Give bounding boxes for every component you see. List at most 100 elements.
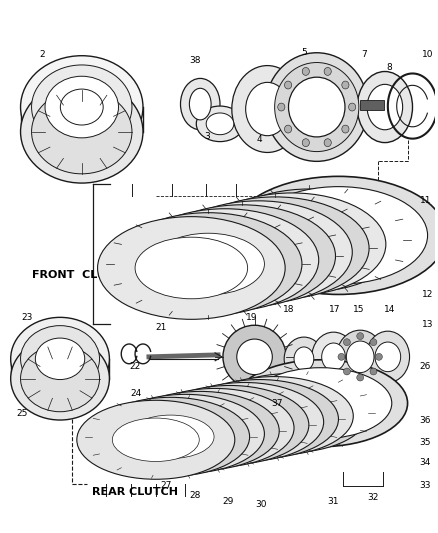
Ellipse shape	[187, 403, 273, 447]
Ellipse shape	[21, 80, 143, 183]
Text: 7: 7	[361, 50, 367, 59]
Text: FRONT  CLUTCH: FRONT CLUTCH	[32, 270, 131, 280]
Text: 21: 21	[155, 322, 166, 332]
Ellipse shape	[121, 391, 279, 471]
Ellipse shape	[198, 193, 386, 296]
Ellipse shape	[259, 376, 283, 391]
Text: 2: 2	[39, 50, 45, 59]
Text: REAR CLUTCH: REAR CLUTCH	[92, 487, 178, 497]
Ellipse shape	[151, 385, 309, 464]
Ellipse shape	[302, 139, 309, 147]
Ellipse shape	[189, 88, 211, 120]
Ellipse shape	[21, 326, 99, 392]
Ellipse shape	[232, 66, 303, 152]
Text: 17: 17	[329, 305, 340, 314]
Text: 3: 3	[204, 132, 210, 141]
Ellipse shape	[265, 379, 277, 387]
Text: 5: 5	[301, 49, 307, 57]
Ellipse shape	[246, 83, 289, 136]
Ellipse shape	[106, 394, 265, 473]
Ellipse shape	[169, 229, 281, 291]
Text: 4: 4	[257, 135, 262, 144]
Ellipse shape	[21, 345, 99, 411]
Ellipse shape	[215, 189, 403, 292]
Text: 10: 10	[421, 50, 433, 59]
Ellipse shape	[45, 76, 119, 138]
Text: 38: 38	[190, 56, 201, 65]
Text: 23: 23	[22, 313, 33, 322]
Ellipse shape	[219, 217, 332, 279]
Text: 28: 28	[190, 490, 201, 499]
Ellipse shape	[336, 330, 384, 384]
Ellipse shape	[357, 71, 413, 143]
Text: 33: 33	[420, 481, 431, 490]
Text: 26: 26	[420, 362, 431, 371]
Text: 24: 24	[131, 389, 141, 398]
Text: 35: 35	[420, 438, 431, 447]
Ellipse shape	[172, 406, 258, 450]
Ellipse shape	[148, 205, 336, 308]
Ellipse shape	[265, 53, 368, 161]
Ellipse shape	[284, 337, 324, 381]
Ellipse shape	[11, 317, 110, 400]
Ellipse shape	[195, 377, 353, 456]
Ellipse shape	[216, 397, 303, 441]
Ellipse shape	[346, 341, 374, 373]
Circle shape	[357, 374, 364, 381]
Text: 37: 37	[272, 399, 283, 408]
Ellipse shape	[367, 84, 403, 130]
Ellipse shape	[246, 391, 332, 435]
Ellipse shape	[180, 379, 339, 458]
Ellipse shape	[35, 338, 85, 379]
Text: 30: 30	[256, 500, 267, 510]
Ellipse shape	[312, 332, 355, 382]
Ellipse shape	[114, 213, 302, 316]
Ellipse shape	[131, 209, 319, 311]
Circle shape	[343, 339, 350, 345]
Ellipse shape	[92, 397, 250, 477]
Ellipse shape	[223, 325, 286, 389]
Ellipse shape	[275, 62, 359, 151]
Ellipse shape	[342, 81, 349, 89]
Ellipse shape	[230, 176, 438, 294]
Text: 32: 32	[367, 492, 379, 502]
Ellipse shape	[127, 415, 214, 458]
Ellipse shape	[278, 103, 285, 111]
Circle shape	[343, 368, 350, 375]
Ellipse shape	[196, 106, 244, 142]
Ellipse shape	[60, 89, 103, 125]
Ellipse shape	[11, 337, 110, 420]
Text: 22: 22	[130, 362, 141, 371]
Ellipse shape	[32, 90, 132, 174]
Ellipse shape	[185, 225, 298, 287]
Ellipse shape	[289, 77, 345, 137]
Ellipse shape	[342, 125, 349, 133]
Circle shape	[370, 368, 377, 375]
Ellipse shape	[349, 103, 356, 111]
Ellipse shape	[113, 418, 199, 462]
Ellipse shape	[253, 209, 365, 271]
Ellipse shape	[201, 400, 288, 444]
Text: 34: 34	[420, 458, 431, 467]
Circle shape	[338, 353, 345, 360]
Ellipse shape	[98, 216, 285, 319]
Text: 25: 25	[17, 409, 28, 418]
Ellipse shape	[324, 68, 331, 75]
Ellipse shape	[321, 343, 346, 370]
Ellipse shape	[166, 383, 324, 462]
Ellipse shape	[250, 368, 392, 439]
Ellipse shape	[135, 237, 247, 299]
Circle shape	[375, 353, 382, 360]
Ellipse shape	[375, 342, 401, 372]
Ellipse shape	[142, 412, 229, 456]
Text: 19: 19	[246, 313, 258, 322]
Text: 12: 12	[422, 290, 433, 299]
Ellipse shape	[324, 139, 331, 147]
Ellipse shape	[181, 197, 369, 300]
Circle shape	[370, 339, 377, 345]
Ellipse shape	[237, 339, 272, 375]
Circle shape	[357, 333, 364, 340]
Ellipse shape	[21, 56, 143, 158]
Text: 27: 27	[160, 481, 171, 490]
Ellipse shape	[152, 233, 265, 295]
